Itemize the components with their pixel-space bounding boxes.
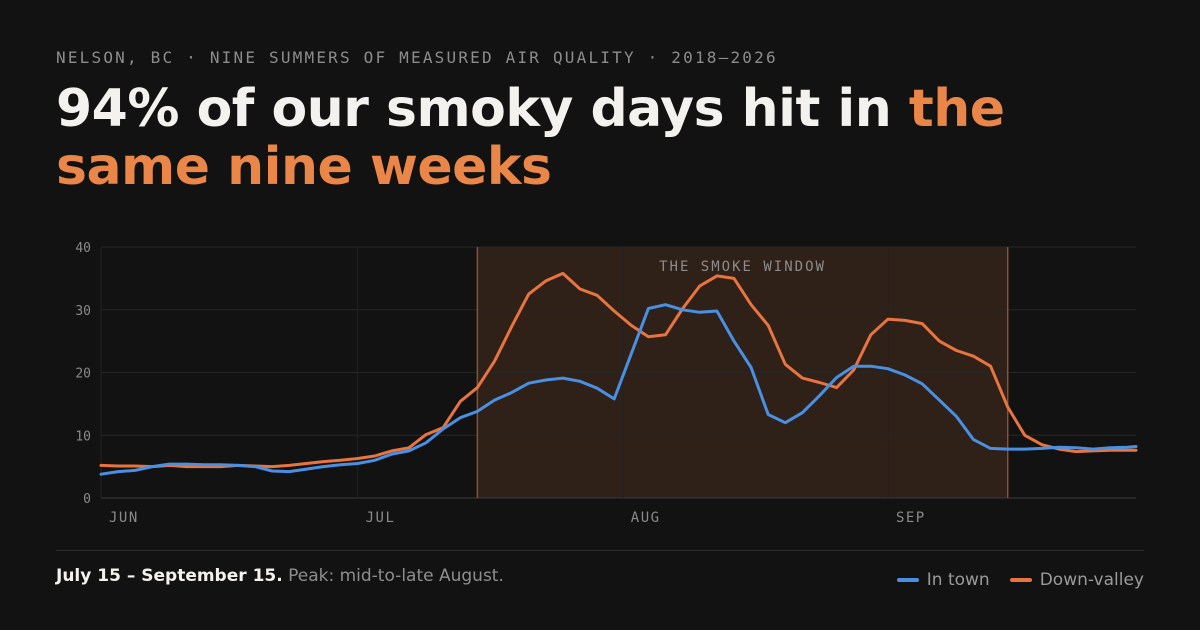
legend: In town Down-valley (877, 570, 1144, 590)
y-tick-label-20: 20 (75, 367, 91, 382)
x-tick-label-jun: JUN (109, 510, 139, 526)
caption: July 15 – September 15. Peak: mid-to-lat… (56, 566, 504, 586)
caption-peak: Peak: mid-to-late August. (282, 566, 504, 586)
legend-swatch-down-valley (1009, 578, 1032, 582)
headline: 94% of our smoky days hit in the same ni… (56, 80, 1146, 196)
y-tick-label-10: 10 (75, 429, 91, 444)
headline-lead: 94% of our smoky days hit in (56, 79, 909, 139)
x-tick-label-aug: AUG (631, 510, 661, 526)
y-tick-label-40: 40 (75, 241, 91, 256)
series-line-down-valley (99, 271, 1138, 469)
eyebrow: NELSON, BC · NINE SUMMERS OF MEASURED AI… (56, 48, 778, 67)
legend-item-down-valley: Down-valley (1009, 570, 1144, 590)
smoke-line-chart: 0 10 20 30 40 JUN JUL AUG SEP THE SMOKE WINDOW (75, 241, 1138, 526)
headline-highlight: the same nine weeks (56, 79, 1005, 197)
legend-label-down-valley: Down-valley (1039, 570, 1144, 590)
smoke-window-label: THE SMOKE WINDOW (659, 259, 826, 275)
y-tick-label-0: 0 (83, 492, 91, 507)
x-tick-label-sep: SEP (896, 510, 926, 526)
caption-dates: July 15 – September 15. (56, 566, 283, 586)
legend-label-in-town: In town (926, 570, 990, 590)
y-tick-label-30: 30 (75, 304, 91, 319)
divider (56, 550, 1144, 551)
legend-swatch-in-town (896, 578, 919, 582)
series-line-in-town (99, 303, 1138, 476)
x-tick-label-jul: JUL (366, 510, 396, 526)
legend-item-in-town: In town (896, 570, 990, 590)
